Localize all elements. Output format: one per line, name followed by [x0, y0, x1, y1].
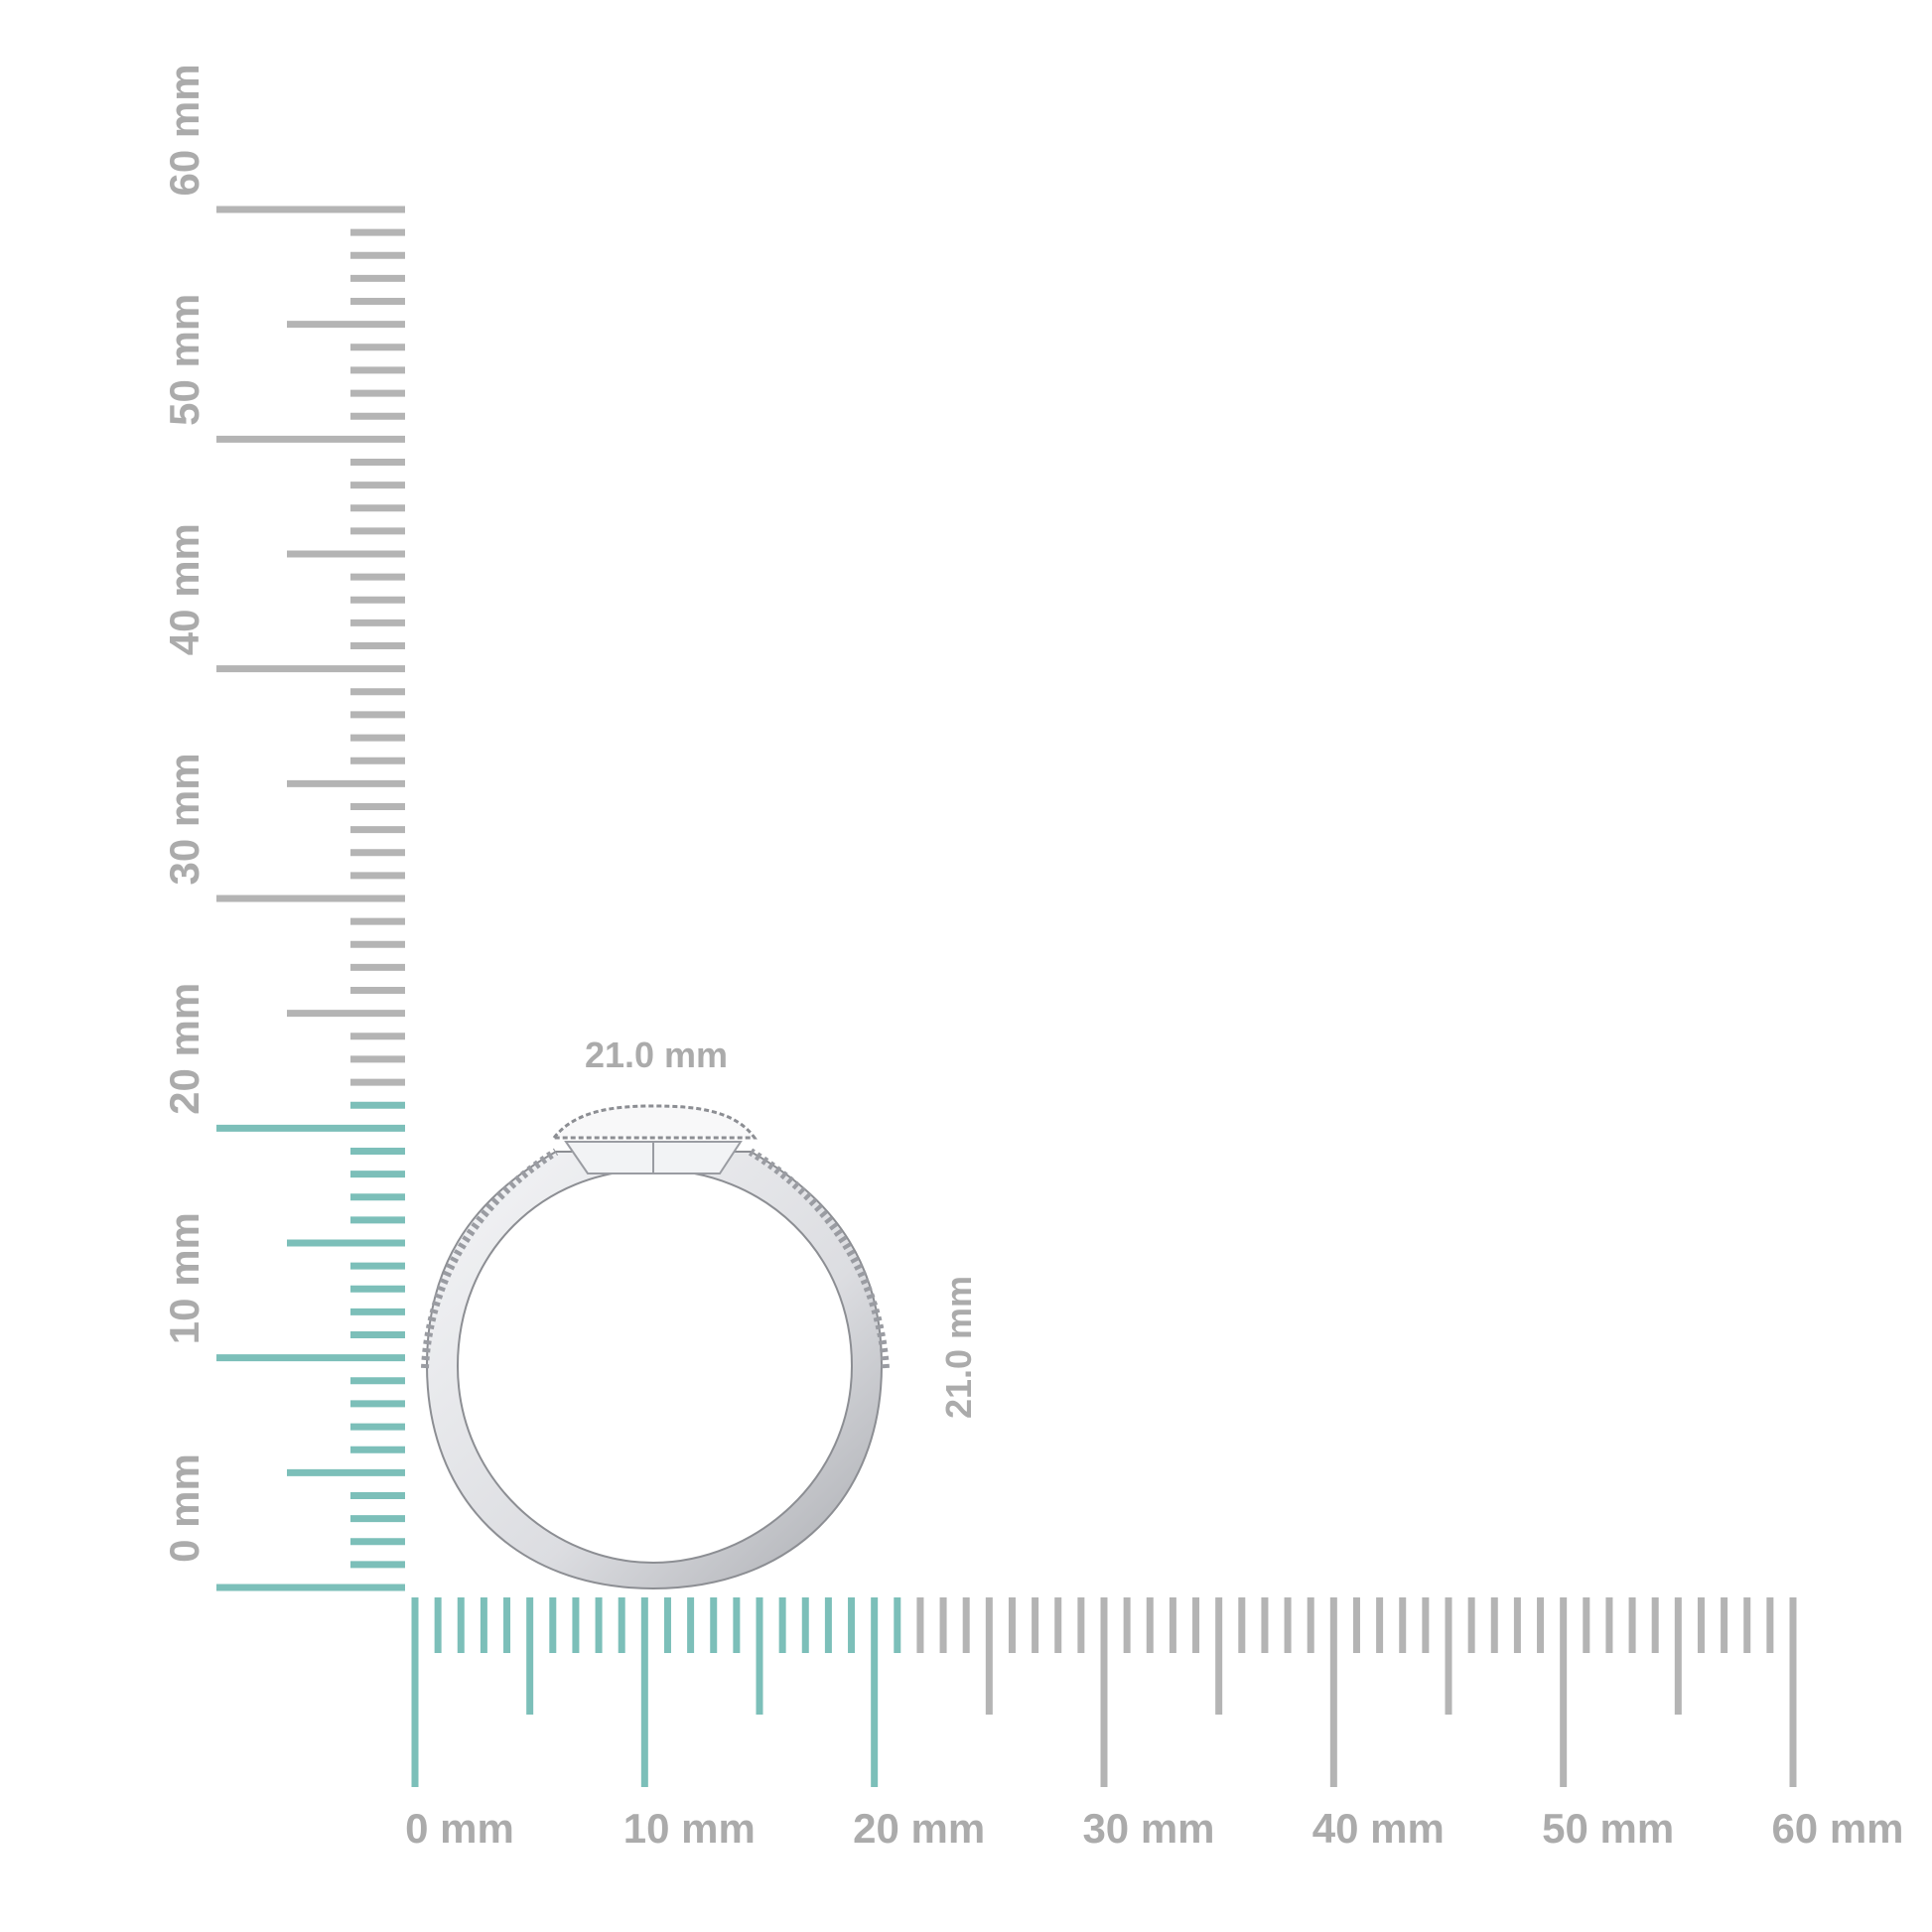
height-dimension-label: 21.0 mm: [938, 1276, 979, 1419]
vertical-ruler-label: 20 mm: [161, 983, 207, 1115]
horizontal-ruler-label: 40 mm: [1312, 1805, 1445, 1852]
horizontal-ruler-label: 50 mm: [1542, 1805, 1674, 1852]
vertical-ruler-label: 10 mm: [161, 1212, 207, 1344]
vertical-ruler-label: 50 mm: [161, 294, 207, 426]
horizontal-ruler-label: 10 mm: [623, 1805, 756, 1852]
pave-left-shoulder: [421, 1148, 559, 1369]
diamond-cluster: [550, 1104, 758, 1140]
horizontal-ruler-label: 60 mm: [1771, 1805, 1903, 1852]
horizontal-ruler-labels: 0 mm 10 mm 20 mm 30 mm 40 mm 50 mm 60 mm: [405, 1805, 1903, 1852]
horizontal-ruler: [411, 1597, 1797, 1787]
vertical-ruler-label: 0 mm: [161, 1453, 207, 1563]
vertical-ruler-label: 40 mm: [161, 523, 207, 655]
ring-image: [421, 1104, 890, 1590]
vertical-ruler-labels: 0 mm 10 mm 20 mm 30 mm 40 mm 50 mm 60 mm: [161, 64, 207, 1562]
vertical-ruler: [216, 206, 405, 1591]
horizontal-ruler-label: 0 mm: [405, 1805, 514, 1852]
vertical-ruler-label: 30 mm: [161, 753, 207, 885]
ring-band: [425, 1151, 884, 1590]
horizontal-ruler-label: 30 mm: [1082, 1805, 1214, 1852]
pave-right-shoulder: [748, 1148, 890, 1369]
vertical-ruler-label: 60 mm: [161, 64, 207, 196]
width-dimension-label: 21.0 mm: [585, 1035, 728, 1075]
horizontal-ruler-label: 20 mm: [853, 1805, 985, 1852]
